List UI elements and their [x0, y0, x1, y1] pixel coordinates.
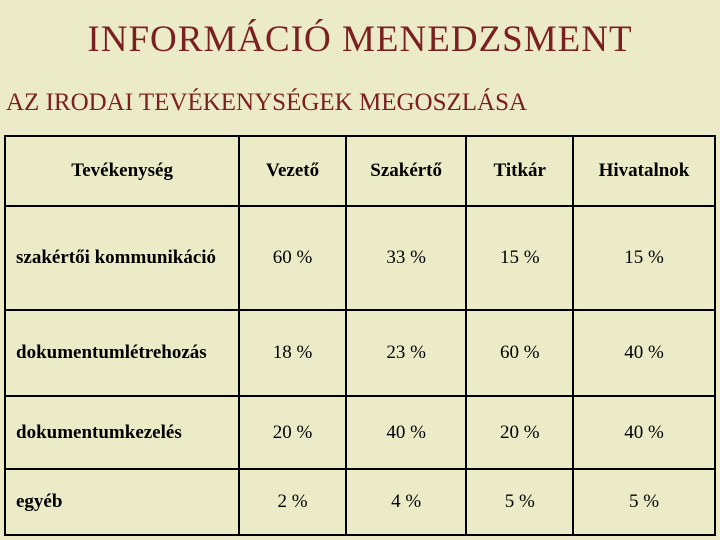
activities-table: Tevékenység Vezető Szakértő Titkár Hivat…	[4, 135, 716, 536]
cell-value: 15 %	[573, 206, 715, 310]
col-header-szakerto: Szakértő	[346, 136, 467, 206]
cell-value: 2 %	[239, 469, 346, 535]
table-row: szakértői kommunikáció 60 % 33 % 15 % 15…	[5, 206, 715, 310]
cell-value: 23 %	[346, 310, 467, 397]
cell-value: 60 %	[466, 310, 573, 397]
table-row: dokumentumlétrehozás 18 % 23 % 60 % 40 %	[5, 310, 715, 397]
table-row: dokumentumkezelés 20 % 40 % 20 % 40 %	[5, 396, 715, 468]
cell-value: 40 %	[573, 396, 715, 468]
table-row: egyéb 2 % 4 % 5 % 5 %	[5, 469, 715, 535]
page-title: INFORMÁCIÓ MENEDZSMENT	[0, 0, 720, 71]
cell-value: 60 %	[239, 206, 346, 310]
slide: INFORMÁCIÓ MENEDZSMENT AZ IRODAI TEVÉKEN…	[0, 0, 720, 540]
cell-value: 40 %	[573, 310, 715, 397]
cell-value: 15 %	[466, 206, 573, 310]
row-label: egyéb	[5, 469, 239, 535]
cell-value: 20 %	[239, 396, 346, 468]
table-container: Tevékenység Vezető Szakértő Titkár Hivat…	[0, 135, 720, 540]
table-header-row: Tevékenység Vezető Szakértő Titkár Hivat…	[5, 136, 715, 206]
row-label: dokumentumlétrehozás	[5, 310, 239, 397]
row-label: szakértői kommunikáció	[5, 206, 239, 310]
cell-value: 40 %	[346, 396, 467, 468]
cell-value: 20 %	[466, 396, 573, 468]
cell-value: 5 %	[573, 469, 715, 535]
cell-value: 4 %	[346, 469, 467, 535]
cell-value: 33 %	[346, 206, 467, 310]
page-subtitle: AZ IRODAI TEVÉKENYSÉGEK MEGOSZLÁSA	[0, 71, 720, 135]
col-header-activity: Tevékenység	[5, 136, 239, 206]
col-header-titkar: Titkár	[466, 136, 573, 206]
col-header-vezeto: Vezető	[239, 136, 346, 206]
col-header-hivatalnok: Hivatalnok	[573, 136, 715, 206]
cell-value: 18 %	[239, 310, 346, 397]
cell-value: 5 %	[466, 469, 573, 535]
row-label: dokumentumkezelés	[5, 396, 239, 468]
